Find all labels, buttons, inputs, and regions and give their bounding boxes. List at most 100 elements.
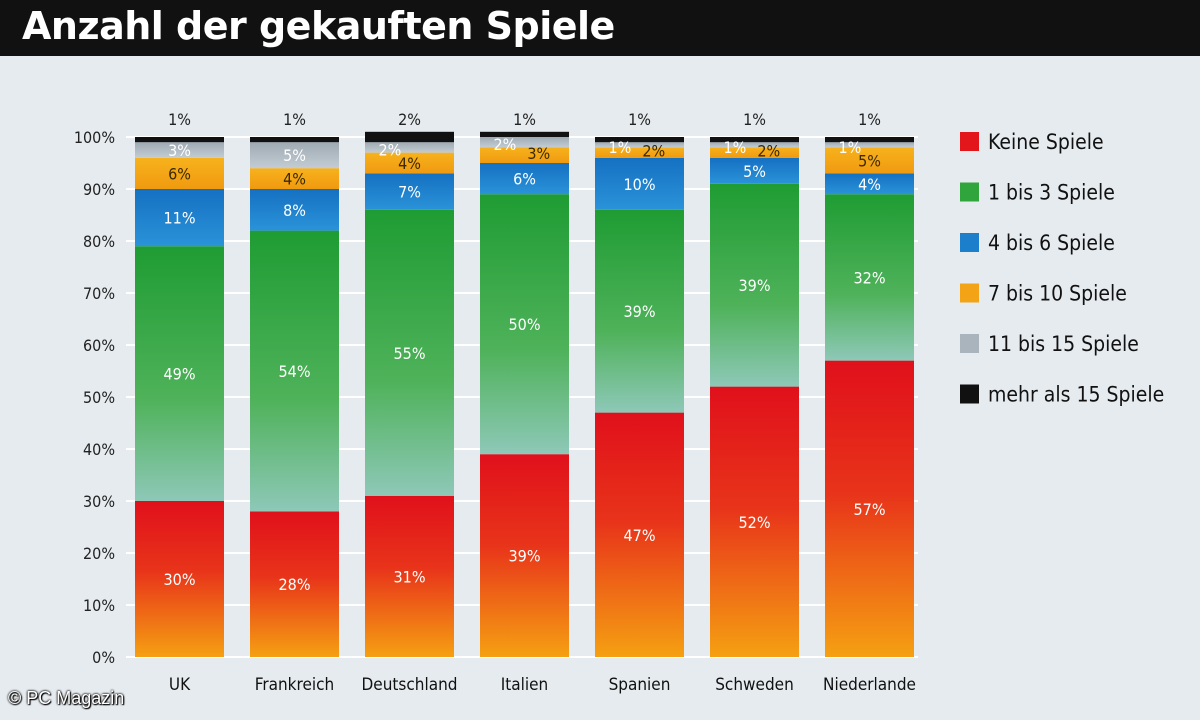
- data-label: 2%: [642, 142, 665, 161]
- y-tick-label: 40%: [83, 440, 115, 459]
- data-label: 2%: [378, 140, 401, 159]
- legend-label: 11 bis 15 Spiele: [988, 332, 1139, 356]
- data-label: 1%: [608, 138, 631, 157]
- bar-segment: [365, 209, 454, 496]
- bar-segment: [595, 412, 684, 657]
- bar-segment: [135, 137, 224, 143]
- bar-segment: [595, 209, 684, 413]
- data-label: 39%: [509, 547, 541, 566]
- bar-segment: [595, 137, 684, 143]
- y-tick-label: 10%: [83, 596, 115, 615]
- legend-swatch: [960, 233, 979, 252]
- data-label: 6%: [513, 170, 536, 189]
- bar-segment: [365, 495, 454, 657]
- x-category-label: Spanien: [609, 675, 671, 695]
- data-label: 49%: [164, 365, 196, 384]
- data-label: 7%: [398, 183, 421, 202]
- legend-label: 4 bis 6 Spiele: [988, 231, 1115, 255]
- bar-segment: [250, 230, 339, 512]
- data-label: 1%: [283, 110, 306, 129]
- bar-segment: [825, 194, 914, 361]
- bar-segment: [250, 511, 339, 657]
- data-label: 1%: [743, 110, 766, 129]
- data-label: 11%: [164, 209, 196, 228]
- y-tick-label: 50%: [83, 388, 115, 407]
- data-label: 6%: [168, 164, 191, 183]
- y-tick-label: 0%: [92, 648, 115, 667]
- bar-segment: [135, 501, 224, 657]
- bar-segment: [135, 157, 224, 189]
- bar-segment: [480, 147, 569, 163]
- x-category-label: Schweden: [715, 675, 794, 695]
- data-label: 1%: [628, 110, 651, 129]
- bar-segment: [365, 131, 454, 143]
- bar-segment: [250, 137, 339, 143]
- data-label: 1%: [513, 110, 536, 129]
- data-label: 32%: [854, 268, 886, 287]
- y-tick-label: 80%: [83, 232, 115, 251]
- bar-segment: [135, 142, 224, 158]
- bar-segment: [480, 137, 569, 148]
- bar-segment: [250, 168, 339, 189]
- bar-segment: [710, 142, 799, 148]
- x-category-label: UK: [169, 675, 191, 695]
- bar-segment: [825, 137, 914, 143]
- data-label: 8%: [283, 201, 306, 220]
- bar-segment: [825, 147, 914, 174]
- data-label: 52%: [739, 513, 771, 532]
- bar-segment: [825, 142, 914, 148]
- data-label: 55%: [394, 344, 426, 363]
- data-label: 3%: [168, 141, 191, 160]
- data-label: 5%: [858, 151, 881, 170]
- bar-segment: [710, 183, 799, 387]
- data-label: 47%: [624, 526, 656, 545]
- y-tick-label: 30%: [83, 492, 115, 511]
- data-label: 4%: [283, 170, 306, 189]
- data-label: 4%: [858, 175, 881, 194]
- data-label: 5%: [743, 162, 766, 181]
- data-label: 3%: [527, 144, 550, 163]
- data-label: 1%: [838, 138, 861, 157]
- y-tick-label: 20%: [83, 544, 115, 563]
- data-label: 2%: [398, 110, 421, 129]
- x-category-label: Deutschland: [362, 675, 458, 695]
- data-label: 57%: [854, 500, 886, 519]
- data-label: 30%: [164, 570, 196, 589]
- bar-segment: [480, 194, 569, 455]
- bar-segment: [595, 157, 684, 210]
- bar-segment: [135, 246, 224, 501]
- bar-segment: [595, 142, 684, 148]
- bar-segment: [595, 147, 684, 158]
- data-label: 2%: [757, 142, 780, 161]
- y-tick-label: 100%: [74, 128, 115, 147]
- y-tick-label: 90%: [83, 180, 115, 199]
- data-label: 2%: [493, 135, 516, 154]
- legend-swatch: [960, 132, 979, 151]
- bar-segment: [710, 386, 799, 657]
- bar-segment: [480, 454, 569, 657]
- legend-label: Keine Spiele: [988, 130, 1104, 154]
- chart-title: Anzahl der gekauften Spiele: [22, 4, 615, 48]
- bar-segment: [480, 163, 569, 195]
- y-tick-label: 60%: [83, 336, 115, 355]
- data-label: 1%: [858, 110, 881, 129]
- bar-segment: [365, 142, 454, 153]
- legend-swatch: [960, 334, 979, 353]
- data-label: 39%: [624, 302, 656, 321]
- legend-swatch: [960, 182, 979, 202]
- data-label: 1%: [723, 138, 746, 157]
- bar-segment: [135, 189, 224, 247]
- bar-segment: [480, 131, 569, 137]
- bar-segment: [365, 173, 454, 210]
- legend-swatch: [960, 283, 979, 303]
- bar-segment: [825, 173, 914, 195]
- y-tick-label: 70%: [83, 284, 115, 303]
- x-category-label: Frankreich: [255, 675, 334, 695]
- bar-segment: [710, 147, 799, 158]
- bar-segment: [365, 152, 454, 174]
- data-label: 1%: [168, 110, 191, 129]
- legend-label: 1 bis 3 Spiele: [988, 181, 1115, 205]
- legend-label: 7 bis 10 Spiele: [988, 282, 1127, 306]
- data-label: 50%: [509, 315, 541, 334]
